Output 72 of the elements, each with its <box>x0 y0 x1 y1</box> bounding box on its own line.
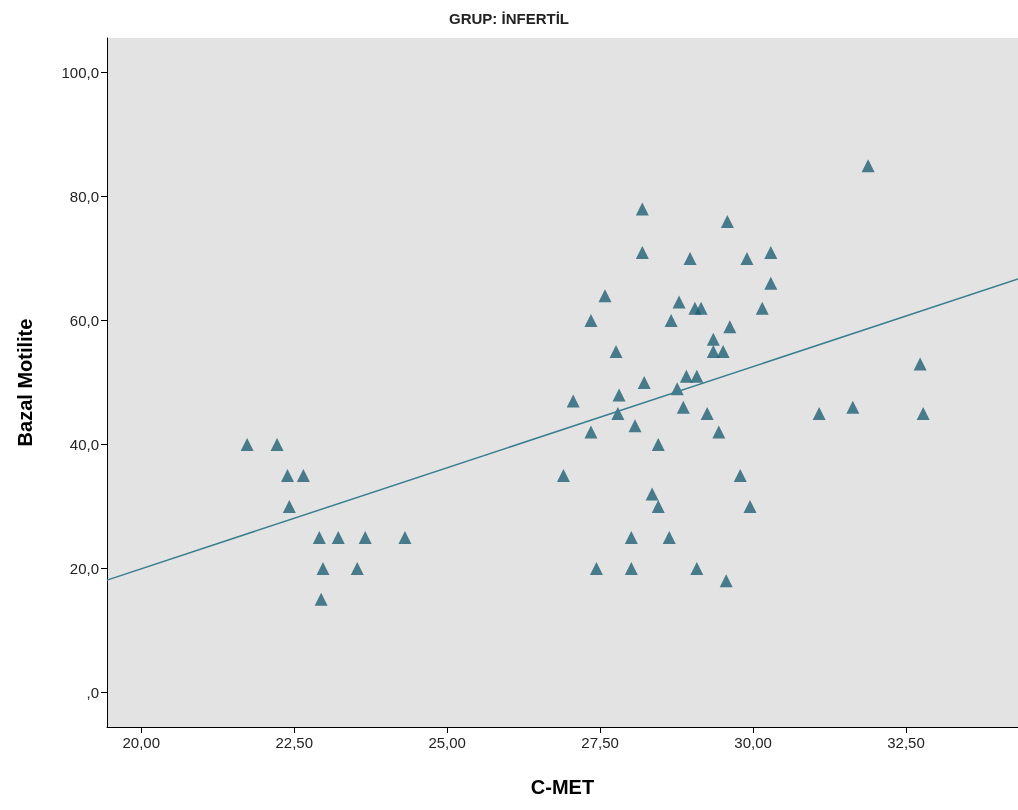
x-tick-label: 22,50 <box>275 734 313 751</box>
point <box>764 245 778 259</box>
point <box>764 276 778 290</box>
point <box>662 530 676 544</box>
point <box>358 530 372 544</box>
y-tick-label: 100,0 <box>61 64 99 82</box>
point <box>645 487 659 501</box>
point <box>584 314 598 328</box>
point <box>280 468 294 482</box>
point <box>612 388 626 402</box>
point <box>316 561 330 575</box>
point <box>743 499 757 513</box>
point <box>664 314 678 328</box>
point <box>628 419 642 433</box>
point <box>598 289 612 303</box>
chart-title: GRUP: İNFERTİL <box>449 10 569 27</box>
point <box>719 574 733 588</box>
point <box>566 394 580 408</box>
point <box>584 425 598 439</box>
point <box>690 561 704 575</box>
point <box>676 400 690 414</box>
point <box>635 245 649 259</box>
x-tick-label: 20,00 <box>122 734 161 751</box>
point <box>296 468 310 482</box>
point <box>700 406 714 420</box>
point <box>755 301 769 315</box>
point <box>350 561 364 575</box>
point <box>635 202 649 216</box>
y-tick-label: 60,0 <box>69 312 99 330</box>
point <box>312 530 326 544</box>
x-axis-title: C-MET <box>530 776 595 798</box>
point <box>651 499 665 513</box>
x-tick-label: 25,00 <box>428 734 466 751</box>
point <box>331 530 345 544</box>
point <box>282 499 296 513</box>
x-tick-label: 32,50 <box>887 734 925 751</box>
point <box>398 530 412 544</box>
point <box>712 425 726 439</box>
point <box>694 301 708 315</box>
point <box>672 295 686 309</box>
point <box>589 561 603 575</box>
x-tick-label: 27,50 <box>581 734 619 751</box>
y-tick-label: ,0 <box>86 683 99 701</box>
y-axis-title: Bazal Motilite <box>14 318 36 447</box>
point <box>690 369 704 383</box>
point <box>240 437 254 451</box>
y-tick-label: 80,0 <box>69 188 99 206</box>
point <box>270 437 284 451</box>
point <box>916 406 930 420</box>
point <box>314 592 328 606</box>
point <box>679 369 693 383</box>
y-tick-label: 40,0 <box>69 435 99 453</box>
point <box>624 561 638 575</box>
point <box>556 468 570 482</box>
point <box>706 345 720 359</box>
point <box>637 376 651 389</box>
point <box>861 159 875 173</box>
point <box>651 437 665 451</box>
point <box>609 345 623 359</box>
x-tick-label: 30,00 <box>734 734 772 751</box>
y-tick-label: 20,0 <box>69 559 99 577</box>
point <box>812 406 826 420</box>
point <box>683 252 697 266</box>
point <box>846 400 860 414</box>
point <box>740 252 754 266</box>
point <box>723 320 737 334</box>
point <box>716 345 730 359</box>
point <box>733 468 747 482</box>
point <box>624 530 638 544</box>
point <box>720 214 734 228</box>
point <box>913 357 927 371</box>
point <box>706 332 720 346</box>
